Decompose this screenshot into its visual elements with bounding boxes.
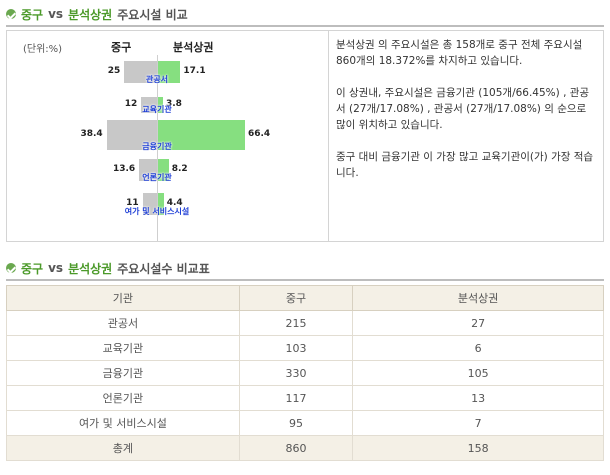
comparison-panel: (단위:%) 중구 분석상권 25 17.1 관공서 12 3.8 교육기관 38.4 66.… — [6, 30, 604, 242]
title-vs: vs — [48, 7, 64, 21]
chart-category-label: 언론기관 — [142, 173, 172, 182]
section-title-table: 중구 vs 분석상권 주요시설수 비교표 — [6, 260, 210, 276]
table-cell-area: 13 — [352, 385, 604, 411]
chart-value-area: 3.8 — [165, 99, 182, 109]
facility-table: 기관 중구 분석상권 관공서 215 27 교육기관 103 6 금융기관 33… — [6, 285, 604, 461]
chart-value-area: 17.1 — [183, 66, 206, 76]
table-cell-area: 6 — [352, 335, 604, 361]
chart-value-area: 4.4 — [166, 198, 183, 208]
table-total-district: 860 — [238, 435, 354, 461]
title-suffix: 주요시설 비교 — [117, 7, 188, 22]
table-cell-district: 103 — [238, 335, 354, 361]
table-cell-area: 105 — [352, 360, 604, 386]
section-title-comparison: 중구 vs 분석상권 주요시설 비교 — [6, 6, 188, 22]
chart-left-header: 중구 — [111, 41, 132, 54]
table-cell-district: 330 — [238, 360, 354, 386]
chart-bar-area — [158, 193, 164, 215]
title-suffix: 주요시설수 비교표 — [117, 261, 210, 276]
table-cell-facility: 언론기관 — [6, 385, 240, 411]
chart-center-axis — [157, 55, 158, 241]
table-header-district: 중구 — [238, 285, 354, 311]
table-header-facility: 기관 — [6, 285, 240, 311]
chart-right-header: 분석상권 — [173, 41, 214, 54]
table-row: 언론기관 117 13 — [6, 385, 604, 411]
chart-value-district: 38.4 — [80, 129, 103, 139]
chart-bar-area — [158, 159, 169, 181]
description-text: 분석상권 의 주요시설은 총 158개로 중구 전체 주요시설 860개의 18… — [329, 37, 603, 197]
title-district: 중구 — [21, 261, 44, 276]
table-total-label: 총계 — [6, 435, 240, 461]
table-cell-district: 117 — [238, 385, 354, 411]
table-cell-facility: 관공서 — [6, 310, 240, 336]
table-total-row: 총계 860 158 — [6, 435, 604, 461]
table-row: 관공서 215 27 — [6, 310, 604, 336]
table-cell-district: 95 — [238, 410, 354, 436]
table-row: 금융기관 330 105 — [6, 360, 604, 386]
section-divider — [6, 25, 604, 27]
description-comparison: 중구 대비 금융기관 이 가장 많고 교육기관이(가) 가장 적습니다. — [336, 151, 594, 179]
table-header-area: 분석상권 — [352, 285, 604, 311]
chart-category-label: 여가 및 서비스시설 — [124, 207, 190, 216]
title-area: 분석상권 — [68, 7, 113, 22]
chart-bar-district — [141, 97, 157, 113]
chart-value-area: 66.4 — [247, 129, 271, 139]
title-area: 분석상권 — [68, 261, 113, 276]
table-total-area: 158 — [352, 435, 604, 461]
chart-bar-area — [158, 97, 163, 113]
table-cell-facility: 교육기관 — [6, 335, 240, 361]
facility-comparison-chart: (단위:%) 중구 분석상권 25 17.1 관공서 12 3.8 교육기관 38.4 66.… — [7, 31, 329, 241]
check-bullet-icon — [6, 9, 16, 19]
chart-bar-area — [158, 120, 245, 150]
table-cell-district: 215 — [238, 310, 354, 336]
chart-value-district: 25 — [107, 66, 121, 76]
chart-bar-district — [124, 61, 157, 83]
description-ranking: 이 상권내, 주요시설은 금융기관 (105개/66.45%) , 관공서 (2… — [336, 87, 590, 131]
table-cell-area: 27 — [352, 310, 604, 336]
check-bullet-icon — [6, 263, 16, 273]
table-header-row: 기관 중구 분석상권 — [6, 285, 604, 311]
section-divider — [6, 279, 604, 281]
chart-category-label: 관공서 — [145, 75, 169, 84]
chart-bar-district — [139, 159, 157, 181]
table-cell-facility: 금융기관 — [6, 360, 240, 386]
table-row: 여가 및 서비스시설 95 7 — [6, 410, 604, 436]
chart-unit-label: (단위:%) — [23, 44, 63, 55]
chart-value-district: 13.6 — [112, 164, 136, 174]
title-district: 중구 — [21, 7, 44, 22]
table-row: 교육기관 103 6 — [6, 335, 604, 361]
table-cell-area: 7 — [352, 410, 604, 436]
description-summary: 분석상권 의 주요시설은 총 158개로 중구 전체 주요시설 860개의 18… — [336, 39, 583, 67]
chart-value-district: 12 — [124, 99, 138, 109]
chart-category-label: 교육기관 — [142, 105, 172, 114]
chart-bar-area — [158, 61, 181, 83]
chart-value-district: 11 — [126, 198, 139, 208]
chart-bar-district — [142, 193, 157, 215]
chart-category-label: 금융기관 — [142, 142, 172, 151]
table-cell-facility: 여가 및 서비스시설 — [6, 410, 240, 436]
chart-bar-district — [106, 120, 157, 150]
chart-value-area: 8.2 — [171, 164, 188, 174]
title-vs: vs — [48, 261, 64, 275]
